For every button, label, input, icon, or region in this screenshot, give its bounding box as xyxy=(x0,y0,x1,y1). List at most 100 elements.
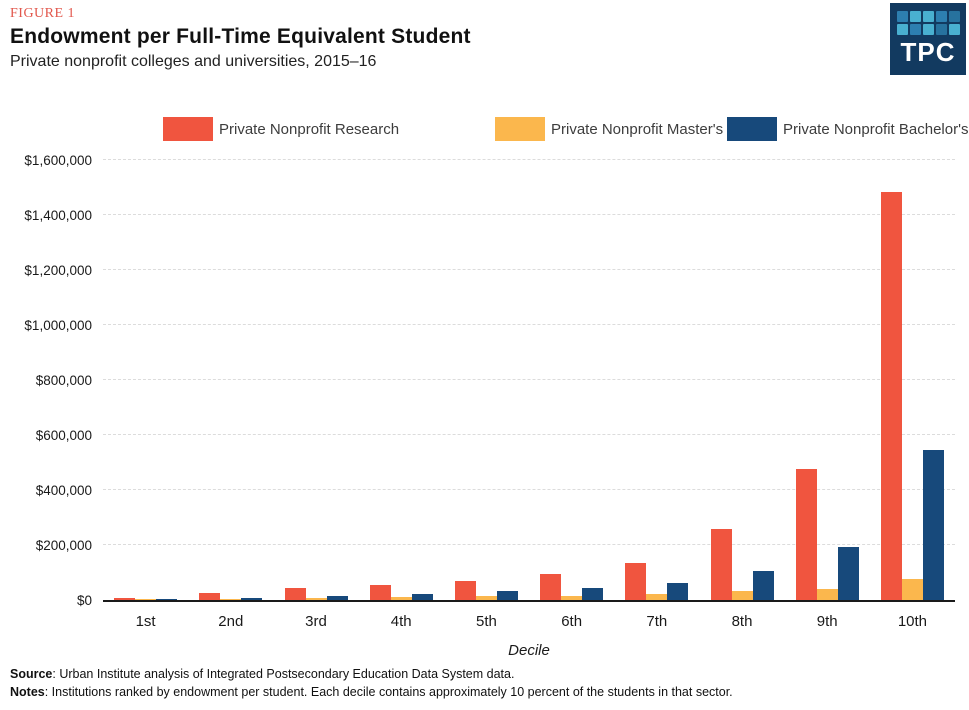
legend-item: Private Nonprofit Research xyxy=(163,117,399,141)
tpc-logo-grid-icon xyxy=(896,11,960,35)
page-subtitle: Private nonprofit colleges and universit… xyxy=(10,53,377,70)
y-axis-tick-label: $200,000 xyxy=(35,537,92,553)
gridline xyxy=(103,324,955,325)
bar xyxy=(241,598,263,600)
plot-area: $1,600,000 $1,400,000 $1,200,000 $1,000,000… xyxy=(24,153,955,630)
legend-swatch-icon xyxy=(163,117,213,141)
x-axis-tick-label: 4th xyxy=(390,613,412,630)
bar xyxy=(667,583,689,600)
logo-square xyxy=(909,11,921,22)
logo-square xyxy=(896,24,908,35)
gridline xyxy=(103,544,955,545)
bar xyxy=(816,589,838,600)
bar xyxy=(837,547,859,600)
legend-label: Private Nonprofit Bachelor's xyxy=(783,120,969,138)
bar-group-9th: 9th xyxy=(785,160,870,630)
x-axis-tick-label: 3rd xyxy=(305,613,327,630)
page-title: Endowment per Full-Time Equivalent Stude… xyxy=(10,25,471,48)
x-axis-tick-label: 10th xyxy=(897,613,928,630)
bar-group-10th: 10th xyxy=(870,160,955,630)
figure-header: FIGURE 1 Endowment per Full-Time Equival… xyxy=(10,6,471,71)
x-axis-tick-label: 8th xyxy=(731,613,753,630)
logo-square xyxy=(922,11,934,22)
bar xyxy=(411,594,433,600)
bar xyxy=(710,529,732,600)
bar xyxy=(540,574,562,600)
bar xyxy=(114,598,136,600)
bar-group-3rd: 3rd xyxy=(273,160,358,630)
logo-square xyxy=(922,24,934,35)
tpc-logo: TPC xyxy=(890,3,966,75)
y-axis-tick-label: $800,000 xyxy=(35,372,92,388)
bar xyxy=(561,596,583,600)
bar xyxy=(390,597,412,600)
bar xyxy=(156,599,178,600)
bar xyxy=(625,563,647,600)
gridline xyxy=(103,159,955,160)
y-axis-tick-label: $1,600,000 xyxy=(24,152,92,168)
bar xyxy=(326,596,348,600)
legend-label: Private Nonprofit Master's xyxy=(551,120,724,138)
figure-number-label: FIGURE 1 xyxy=(10,6,76,21)
source-label: Source xyxy=(10,667,53,681)
bar xyxy=(220,599,242,600)
bar xyxy=(135,599,157,600)
notes-text: : Institutions ranked by endowment per s… xyxy=(44,685,733,699)
bar-group-2nd: 2nd xyxy=(188,160,273,630)
y-axis-tick-label: $600,000 xyxy=(35,427,92,443)
bar xyxy=(454,581,476,600)
footer-notes: Source: Urban Institute analysis of Inte… xyxy=(10,665,733,701)
x-axis-tick-label: 7th xyxy=(646,613,668,630)
bar xyxy=(496,591,518,600)
logo-square xyxy=(896,11,908,22)
bar xyxy=(369,585,391,600)
logo-square xyxy=(948,11,960,22)
notes-label: Notes xyxy=(10,685,45,699)
y-axis-tick-label: $1,400,000 xyxy=(24,207,92,223)
bar xyxy=(475,596,497,600)
logo-square xyxy=(935,11,947,22)
y-axis-tick-label: $400,000 xyxy=(35,482,92,498)
x-axis-tick-label: 9th xyxy=(816,613,838,630)
bar-group-4th: 4th xyxy=(359,160,444,630)
legend-item: Private Nonprofit Master's xyxy=(495,117,723,141)
x-axis-tick-label: 6th xyxy=(561,613,583,630)
bar xyxy=(922,450,944,600)
bar xyxy=(901,579,923,600)
bar xyxy=(582,588,604,600)
bar-group-5th: 5th xyxy=(444,160,529,630)
bar xyxy=(731,591,753,600)
x-axis-tick-label: 1st xyxy=(135,613,156,630)
chart-legend: Private Nonprofit Research Private Nonpro… xyxy=(0,117,969,143)
bar-group-6th: 6th xyxy=(529,160,614,630)
bar xyxy=(199,593,221,600)
legend-swatch-icon xyxy=(495,117,545,141)
gridline xyxy=(103,269,955,270)
bar xyxy=(880,192,902,600)
bar xyxy=(284,588,306,600)
bar-group-1st: 1st xyxy=(103,160,188,630)
bar-groups: 1st 2nd 3rd 4th 5th 6th 7th 8th 9th 10th xyxy=(103,160,955,630)
bar xyxy=(646,594,668,600)
x-axis-title: Decile xyxy=(508,642,550,659)
gridline xyxy=(103,379,955,380)
notes-line: Notes: Institutions ranked by endowment … xyxy=(10,683,733,701)
legend-item: Private Nonprofit Bachelor's xyxy=(727,117,968,141)
x-axis-tick-label: 2nd xyxy=(218,613,244,630)
bar-chart: $1,600,000 $1,400,000 $1,200,000 $1,000,000… xyxy=(24,153,955,659)
logo-square xyxy=(948,24,960,35)
bar xyxy=(752,571,774,600)
y-axis-tick-label: $1,200,000 xyxy=(24,262,92,278)
legend-swatch-icon xyxy=(727,117,777,141)
gridline xyxy=(103,489,955,490)
gridline xyxy=(103,434,955,435)
source-line: Source: Urban Institute analysis of Inte… xyxy=(10,665,733,683)
y-axis-tick-label: $0 xyxy=(76,592,92,608)
source-text: : Urban Institute analysis of Integrated… xyxy=(52,667,515,681)
legend-label: Private Nonprofit Research xyxy=(219,120,400,138)
logo-square xyxy=(909,24,921,35)
gridline xyxy=(103,214,955,215)
bar-group-7th: 7th xyxy=(614,160,699,630)
logo-square xyxy=(935,24,947,35)
bar xyxy=(795,469,817,600)
